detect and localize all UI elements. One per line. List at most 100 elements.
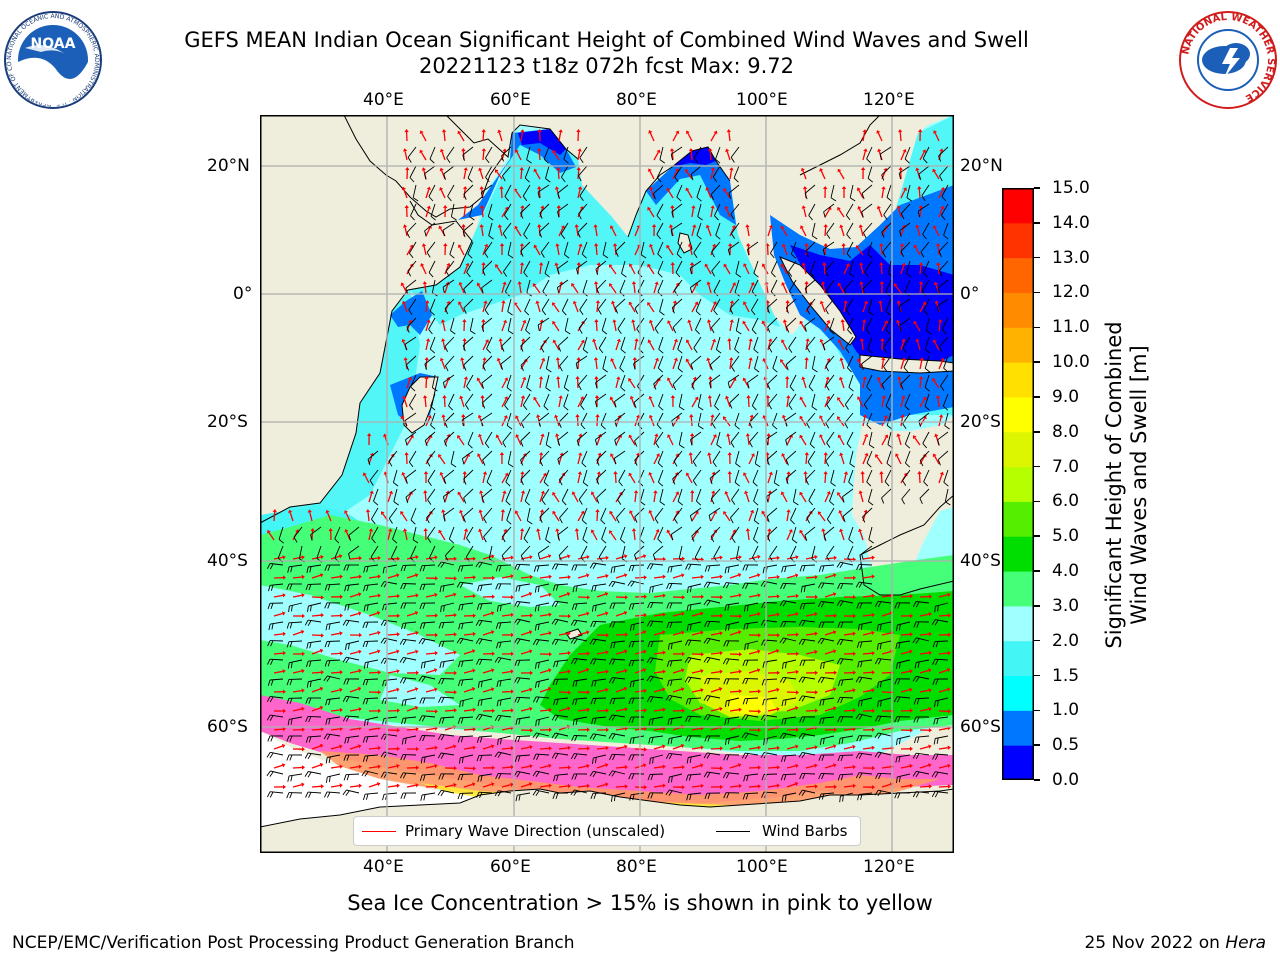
- wind-barb-staff: [823, 203, 835, 213]
- wind-barb-staff: [847, 317, 854, 330]
- colorbar-bin: [1002, 292, 1034, 328]
- wave-arrow: [802, 170, 807, 180]
- wind-barb-feather: [451, 216, 457, 221]
- wind-barb-staff: [904, 279, 911, 293]
- wind-barb-staff: [288, 640, 303, 643]
- wind-barb-feather: [818, 773, 822, 780]
- wind-barb-feather: [646, 696, 651, 703]
- wind-barb-feather: [788, 347, 793, 353]
- wave-arrow-head: [875, 454, 879, 458]
- wind-barb-staff: [412, 184, 417, 198]
- wind-barb-staff: [293, 526, 303, 538]
- wind-barb-feather: [307, 620, 312, 627]
- wave-arrow: [653, 531, 659, 541]
- wave-arrow-head: [729, 167, 734, 171]
- wind-barb-feather: [782, 733, 787, 740]
- wind-barb-feather: [551, 600, 556, 607]
- wind-barb-feather: [786, 326, 790, 333]
- wind-barb-feather: [802, 603, 806, 610]
- wind-barb-feather: [620, 538, 626, 544]
- wave-arrow-head: [567, 745, 571, 750]
- wind-barb-feather: [342, 696, 347, 702]
- wind-barb-feather: [592, 771, 597, 778]
- wave-arrow-head: [820, 281, 826, 285]
- sea-ice-pink: [260, 695, 954, 805]
- colorbar-bin: [1002, 327, 1034, 363]
- wave-arrow-head: [628, 378, 632, 382]
- wave-arrow-head: [928, 688, 932, 693]
- wave-arrow: [748, 340, 752, 351]
- wave-arrow: [782, 284, 788, 294]
- wind-barb-feather: [520, 345, 524, 352]
- wind-barb-staff: [693, 241, 702, 254]
- wave-arrow: [708, 455, 712, 465]
- wave-arrow-head: [510, 689, 514, 694]
- wind-barb-feather: [520, 479, 524, 485]
- wave-arrow: [919, 764, 929, 769]
- wind-barb-feather: [742, 660, 746, 667]
- wind-barb-feather: [932, 678, 936, 685]
- wind-barb-staff: [897, 696, 911, 699]
- wind-barb-staff: [593, 678, 607, 682]
- wind-barb-staff: [878, 600, 892, 604]
- wave-arrow-head: [434, 745, 438, 750]
- wind-barb-feather: [841, 737, 844, 744]
- wind-barb-staff: [657, 469, 664, 483]
- wind-barb-feather: [484, 252, 489, 258]
- wave-arrow: [368, 575, 379, 579]
- wind-barb-staff: [517, 792, 531, 796]
- wind-barb-staff: [364, 697, 379, 700]
- wind-barb-feather: [877, 733, 882, 739]
- wave-arrow: [691, 513, 698, 522]
- wave-arrow-head: [852, 708, 856, 713]
- wind-barb-feather: [669, 660, 673, 667]
- wave-arrow-head: [757, 784, 761, 789]
- wave-arrow: [767, 766, 778, 769]
- wave-arrow-head: [344, 510, 349, 514]
- wave-arrow-head: [785, 300, 790, 304]
- wave-arrow: [824, 398, 829, 408]
- wind-barb-feather: [582, 538, 588, 544]
- wind-barb-staff: [744, 792, 759, 795]
- wave-arrow-head: [918, 281, 924, 285]
- wind-barb-feather: [343, 774, 347, 781]
- lat-tick-left-40s: 40°S: [207, 551, 248, 571]
- wind-barb-staff: [707, 695, 721, 699]
- wind-barb-feather: [707, 792, 711, 799]
- wind-barb-staff: [898, 298, 911, 307]
- wind-barb-feather: [421, 676, 426, 682]
- wave-arrow: [800, 322, 807, 332]
- wave-arrow-head: [439, 187, 444, 191]
- wind-barb-feather: [656, 177, 662, 183]
- wind-barb-feather: [476, 659, 480, 665]
- wind-barb-feather: [561, 500, 567, 506]
- wind-barb-staff: [517, 677, 531, 680]
- wind-barb-staff: [881, 374, 892, 385]
- wind-barb-staff: [811, 355, 816, 369]
- wave-arrow: [786, 765, 796, 769]
- wave-arrow: [596, 511, 599, 522]
- wind-barb-staff: [751, 279, 759, 292]
- wind-barb-staff: [749, 431, 759, 443]
- wind-barb-feather: [287, 566, 290, 573]
- wind-barb-staff: [449, 241, 455, 255]
- wind-barb-staff: [535, 753, 550, 756]
- wind-barb-feather: [308, 584, 312, 591]
- wind-barb-feather: [686, 624, 689, 631]
- wave-arrow-head: [539, 262, 544, 266]
- wave-arrow-head: [434, 784, 438, 789]
- wind-barb-feather: [862, 516, 866, 523]
- wind-barb-feather: [874, 732, 879, 739]
- wave-arrow-head: [533, 396, 538, 401]
- wave-arrow: [691, 576, 701, 579]
- wind-barb-staff: [326, 583, 341, 586]
- wave-arrow-head: [472, 613, 476, 618]
- wind-barb-feather: [533, 565, 537, 572]
- colorbar-tick-mark: [1034, 291, 1040, 294]
- wind-barb-feather: [286, 754, 290, 761]
- wind-barb-staff: [937, 279, 949, 289]
- wave-arrow: [823, 264, 826, 275]
- wind-barb-feather: [597, 309, 602, 315]
- wave-arrow-head: [767, 528, 772, 532]
- wave-arrow-head: [648, 130, 653, 134]
